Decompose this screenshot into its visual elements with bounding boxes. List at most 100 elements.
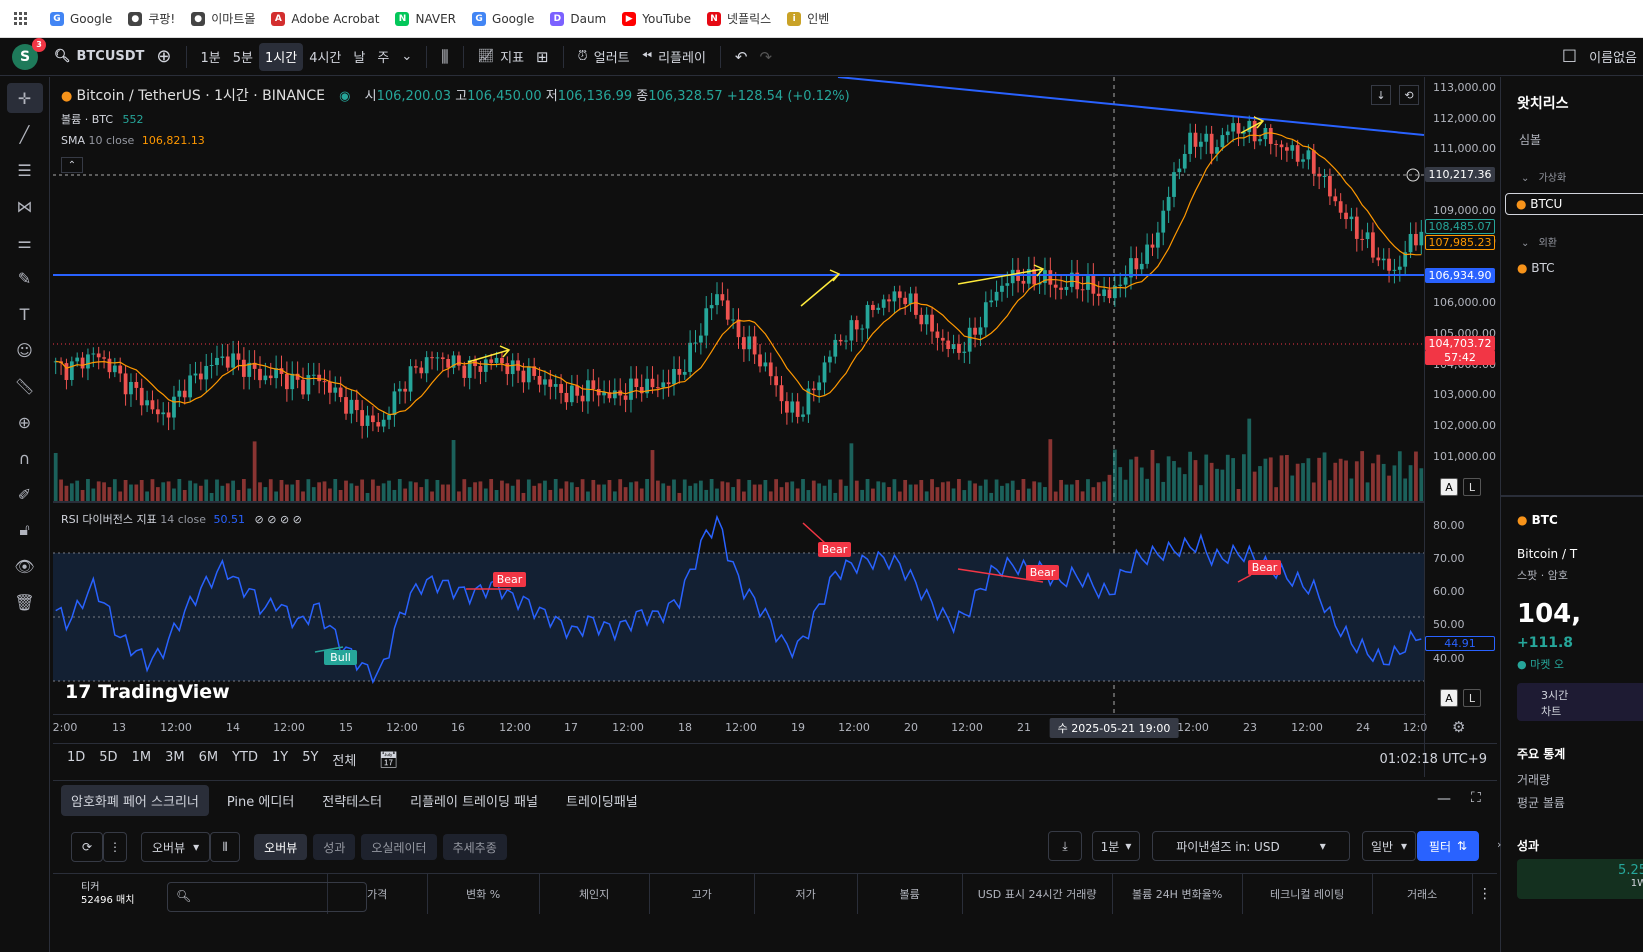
interval-button[interactable]: 5분 [232, 51, 253, 66]
interval-button[interactable]: 1시간 [258, 42, 304, 71]
time-settings-gear-icon[interactable]: ⚙ [1452, 718, 1466, 736]
price-axis[interactable]: 113,000.00 112,000.00 111,000.00 109,000.00… [1424, 77, 1497, 777]
overview-dropdown[interactable]: 오버뷰 ▾ [141, 832, 211, 862]
maximize-panel-icon[interactable]: ⛶ [1471, 790, 1481, 806]
symbol-search[interactable]: 🔍︎ BTCUSDT [48, 43, 150, 71]
trash-icon[interactable]: 🗑︎ [14, 592, 35, 612]
column-header[interactable]: 고가 [650, 873, 755, 914]
undo-icon[interactable]: ↶ [734, 47, 748, 66]
text-tool-icon[interactable]: T [19, 304, 30, 324]
interval-button[interactable]: 주 [377, 51, 390, 66]
ruler-icon[interactable]: 📏︎ [14, 376, 35, 396]
column-header[interactable]: 테크니컬 레이팅 [1243, 873, 1373, 914]
ticker-header[interactable]: 티커 52496 매치 🔍︎ [53, 873, 367, 914]
column-header[interactable]: 변화 % [428, 873, 540, 914]
refresh-icon[interactable]: ⟲ [1399, 85, 1419, 105]
eye-icon[interactable]: 👁︎ [14, 556, 35, 576]
time-axis[interactable]: 2:00 13 12:00 14 12:00 15 12:00 16 12:00 17 12:00 1… [53, 714, 1427, 740]
bookmark-item[interactable]: A Adobe Acrobat [271, 11, 379, 26]
trend-line-icon[interactable]: ╱ [19, 124, 30, 144]
interval-button[interactable]: 날 [353, 51, 366, 66]
interval-dropdown[interactable]: 1분 ▾ [1092, 831, 1140, 861]
bottom-tab[interactable]: Pine 에디터 [226, 794, 295, 810]
templates-grid-icon[interactable]: ⊞ [536, 47, 549, 66]
refresh-icon[interactable]: ⟳ [71, 832, 103, 862]
bookmark-item[interactable]: N 넷플릭스 [707, 10, 771, 27]
layout-name[interactable]: 이름없음 [1589, 51, 1637, 66]
horizontal-lines-icon[interactable]: ☰ [17, 160, 32, 180]
redo-icon[interactable]: ↷ [759, 47, 773, 66]
log-scale-button[interactable]: L [1463, 478, 1481, 496]
column-header[interactable]: 가격 [328, 873, 428, 914]
bookmark-item[interactable]: ● 이마트몰 [191, 10, 255, 27]
chart-type-candles-icon[interactable]: ⫼ [441, 46, 449, 66]
symbol-column-header[interactable]: 심볼 [1519, 133, 1542, 147]
bookmark-item[interactable]: i 인벤 [787, 10, 829, 27]
sma-legend[interactable]: SMA 10 close 106,821.13 [61, 134, 205, 147]
fib-levels-icon[interactable]: ⚌ [17, 232, 32, 252]
more-vertical-icon[interactable]: ⋮ [103, 832, 127, 862]
interval-dropdown-chevron-icon[interactable]: ⌄ [401, 49, 413, 64]
range-button[interactable]: 1Y [271, 750, 289, 765]
range-button[interactable]: 5Y [302, 750, 319, 765]
calendar-icon[interactable]: 📅︎ [378, 750, 399, 769]
bottom-tab[interactable]: 리플레이 트레이딩 패널 [410, 794, 538, 810]
range-button[interactable]: 1D [67, 750, 86, 765]
range-button[interactable]: 전체 [332, 754, 357, 769]
replay-button[interactable]: ⏪︎ 리플레이 [636, 43, 712, 71]
price-chart-svg[interactable]: Bear Bear Bear Bear Bull [53, 77, 1424, 717]
more-columns-icon[interactable]: ⋮ [1477, 885, 1492, 902]
columns-icon[interactable]: ⫴ [210, 832, 241, 862]
bookmark-item[interactable]: G Google [472, 11, 534, 26]
clock[interactable]: 01:02:18 UTC+9 [1379, 752, 1487, 767]
minimize-panel-icon[interactable]: — [1437, 791, 1451, 807]
rsi-legend[interactable]: RSI 다이버전스 지표 14 close 50.51 ⊘ ⊘ ⊘ ⊘ [61, 511, 302, 527]
column-header[interactable]: 거래소 [1373, 873, 1473, 914]
watchlist-item-btc[interactable]: ● BTC [1517, 261, 1555, 275]
collapse-legend-chevron-icon[interactable]: ⌃ [61, 157, 83, 173]
range-button[interactable]: 5D [99, 750, 118, 765]
watchlist-item-btcusdt[interactable]: ● BTCU [1505, 193, 1643, 215]
watchlist-title[interactable]: 왓치리스 [1517, 96, 1569, 112]
bottom-tab[interactable]: 암호화폐 페어 스크리너 [61, 784, 209, 816]
bookmark-item[interactable]: N NAVER [395, 11, 456, 26]
apps-grid-icon[interactable] [14, 11, 28, 26]
indicators-button[interactable]: 📈︎ 지표 [472, 43, 530, 71]
bookmark-item[interactable]: ● 쿠팡! [128, 10, 175, 27]
rsi-auto-scale-button[interactable]: A [1440, 689, 1458, 707]
download-icon[interactable]: ↓ [1371, 85, 1391, 105]
bottom-tab[interactable]: 전략테스터 [322, 794, 383, 810]
magnet-icon[interactable]: ∩ [18, 448, 31, 468]
compare-symbol-icon[interactable]: ⊕ [156, 46, 172, 67]
alert-button[interactable]: ⏰︎ 얼러트 [572, 43, 636, 71]
interval-button[interactable]: 4시간 [309, 51, 342, 66]
range-button[interactable]: 3M [165, 750, 185, 765]
volume-legend[interactable]: 볼륨 · BTC 552 [61, 111, 144, 127]
column-header[interactable]: USD 표시 24시간 거래량 [963, 873, 1113, 914]
column-header[interactable]: 저가 [755, 873, 858, 914]
column-header[interactable]: 체인지 [540, 873, 650, 914]
ticker-search-input[interactable]: 🔍︎ [167, 881, 367, 912]
panel-collapse-chevron-icon[interactable]: › [1497, 838, 1502, 851]
bookmark-item[interactable]: ▶ YouTube [622, 11, 691, 26]
screener-chip[interactable]: 성과 [313, 834, 356, 860]
column-header[interactable]: 볼륨 [858, 873, 963, 914]
download-icon[interactable]: ⤓ [1048, 831, 1082, 861]
bookmark-item[interactable]: G Google [50, 11, 112, 26]
chart-area[interactable]: Bear Bear Bear Bear Bull ● Bitcoin / TetherU… [53, 77, 1497, 777]
brush-icon[interactable]: ✎ [17, 268, 32, 288]
screener-chip[interactable]: 추세추종 [442, 834, 507, 860]
column-header[interactable]: 볼륨 24H 변화율% [1113, 873, 1243, 914]
interval-button[interactable]: 1분 [200, 51, 221, 66]
detail-symbol[interactable]: ● BTC [1517, 513, 1558, 527]
range-button[interactable]: 1M [131, 750, 152, 765]
rsi-log-scale-button[interactable]: L [1463, 689, 1481, 707]
screener-chip[interactable]: 오실레이터 [361, 834, 437, 860]
group-crypto[interactable]: ⌄ 가상화 [1521, 169, 1566, 184]
crosshair-icon[interactable]: ✛ [6, 83, 43, 113]
auto-scale-button[interactable]: A [1440, 478, 1458, 496]
layout-square-icon[interactable]: ☐ [1561, 46, 1578, 67]
screener-chip[interactable]: 오버뷰 [254, 834, 308, 860]
range-button[interactable]: 6M [198, 750, 219, 765]
group-forex[interactable]: ⌄ 외환 [1521, 234, 1557, 249]
